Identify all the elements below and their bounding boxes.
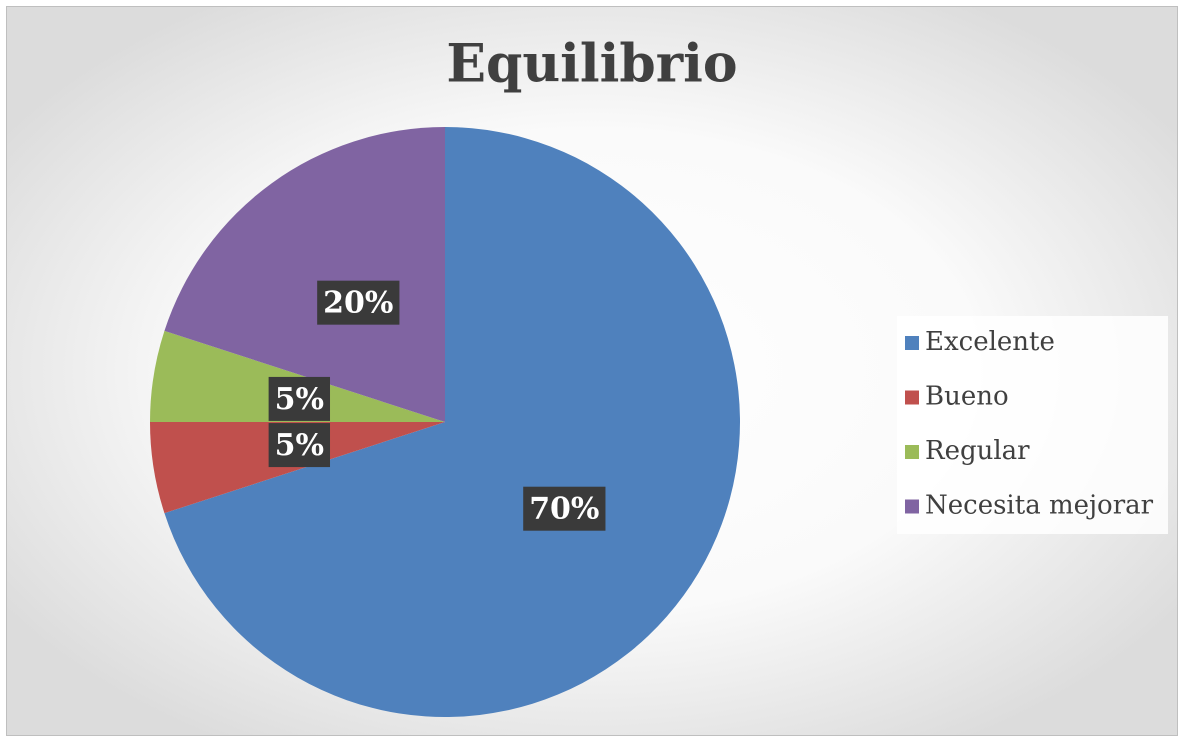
chart-title: Equilibrio [446,34,737,95]
data-label-bg [523,486,606,531]
legend-label: Necesita mejorar [925,491,1154,521]
pie-slice [150,330,445,422]
pie-slice [164,127,445,422]
data-label: 20% [323,286,393,321]
pie-slice [150,422,445,514]
data-labels: 70% 5% 5% 20% [268,280,606,531]
legend-label: Excelente [925,327,1055,357]
legend: Excelente Bueno Regular Necesita mejorar [897,316,1168,534]
data-label: 70% [529,492,599,527]
pie [150,127,740,717]
legend-label: Regular [925,436,1030,466]
pie-slice [164,127,740,717]
legend-label: Bueno [925,382,1009,412]
data-label: 5% [275,428,324,463]
data-label-bg [317,280,400,325]
legend-swatch [905,499,919,514]
legend-box [897,316,1168,534]
legend-swatch [905,445,919,459]
legend-swatch [905,390,919,405]
data-label: 5% [275,382,324,417]
data-label-bg [268,423,331,468]
legend-swatch [905,336,919,350]
data-label-bg [268,376,331,421]
